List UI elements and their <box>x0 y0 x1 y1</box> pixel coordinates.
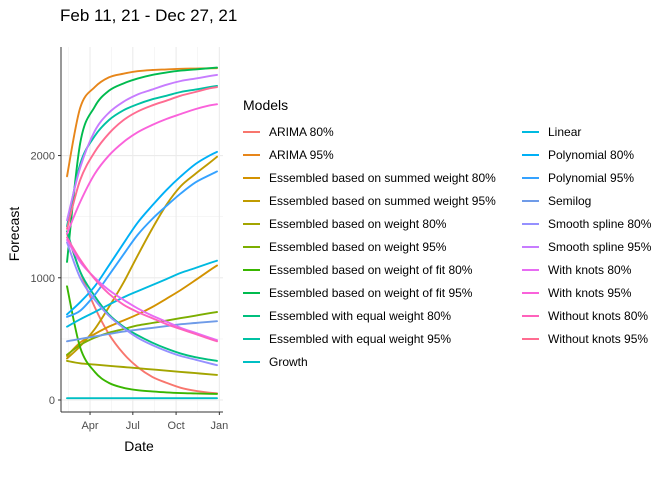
x-tick-label: Oct <box>168 420 185 432</box>
chart-title: Feb 11, 21 - Dec 27, 21 <box>60 6 238 25</box>
legend-swatch <box>243 292 260 294</box>
legend-item: Essembled based on weight 80% <box>243 213 446 235</box>
legend-swatch <box>522 154 539 156</box>
x-tick-label: Jan <box>210 420 228 432</box>
legend-label: Essembled based on summed weight 95% <box>269 194 496 208</box>
legend-swatch <box>243 200 260 202</box>
legend-label: Essembled based on weight 80% <box>269 217 447 231</box>
legend-label: Essembled based on weight of fit 80% <box>269 263 473 277</box>
legend-item: Polynomial 95% <box>522 167 634 189</box>
legend-item: Essembled based on weight of fit 80% <box>243 259 472 281</box>
legend-swatch <box>243 269 260 271</box>
series-line-semilog <box>66 320 218 343</box>
legend-title: Models <box>243 97 289 113</box>
legend-label: Smooth spline 95% <box>548 240 652 254</box>
legend-item: Essembled with equal weight 80% <box>243 305 451 327</box>
series-line-essembled-based-on-weight-80 <box>66 359 218 376</box>
legend-item: Smooth spline 95% <box>522 236 651 258</box>
legend-label: Smooth spline 80% <box>548 217 652 231</box>
series-line-essembled-based-on-summed-weight-95 <box>66 155 218 360</box>
legend-swatch <box>243 361 260 363</box>
legend-label: ARIMA 80% <box>269 125 334 139</box>
legend-item: Essembled with equal weight 95% <box>243 328 451 350</box>
legend-item: Polynomial 80% <box>522 144 634 166</box>
legend-item: ARIMA 80% <box>243 121 334 143</box>
legend-swatch <box>522 292 539 294</box>
series-line-essembled-with-equal-weight-80 <box>66 230 218 362</box>
series-line-essembled-based-on-summed-weight-80 <box>66 264 218 357</box>
series-line-smooth-spline-95 <box>66 73 218 222</box>
legend-item: Essembled based on weight of fit 95% <box>243 282 472 304</box>
legend-item: Growth <box>243 351 308 373</box>
legend-label: Polynomial 95% <box>548 171 635 185</box>
y-tick-label: 1000 <box>31 273 55 285</box>
series-line-linear <box>66 259 218 328</box>
legend-item: Essembled based on summed weight 80% <box>243 167 496 189</box>
series-line-polynomial-95 <box>66 170 218 318</box>
series-line-with-knots-95 <box>66 103 218 235</box>
legend-swatch <box>522 315 539 317</box>
legend-swatch <box>522 200 539 202</box>
series-line-polynomial-80 <box>66 150 218 316</box>
series-line-smooth-spline-80 <box>66 241 218 367</box>
legend-label: Essembled with equal weight 95% <box>269 332 452 346</box>
legend-label: ARIMA 95% <box>269 148 334 162</box>
series-lines <box>66 66 218 400</box>
series-line-essembled-based-on-weight-of-fit-80 <box>66 285 218 395</box>
y-tick-label: 0 <box>49 395 55 407</box>
legend-item: With knots 80% <box>522 259 631 281</box>
axes: 0 1000 2000 Apr Jul Oct Jan <box>31 47 228 432</box>
legend-swatch <box>243 246 260 248</box>
legend-swatch <box>243 177 260 179</box>
series-line-arima-80 <box>66 232 218 395</box>
legend-swatch <box>522 223 539 225</box>
legend-item: Essembled based on weight 95% <box>243 236 446 258</box>
series-line-essembled-based-on-weight-of-fit-95 <box>66 66 218 263</box>
legend-item: Linear <box>522 121 581 143</box>
legend-label: Essembled based on weight 95% <box>269 240 447 254</box>
legend-label: Linear <box>548 125 582 139</box>
legend-swatch <box>243 223 260 225</box>
legend-item: Without knots 80% <box>522 305 648 327</box>
legend-label: Without knots 80% <box>548 309 649 323</box>
legend-swatch <box>522 131 539 133</box>
legend-item: Semilog <box>522 190 591 212</box>
x-axis-label: Date <box>124 438 154 454</box>
legend-item: ARIMA 95% <box>243 144 334 166</box>
series-line-without-knots-95 <box>66 86 218 230</box>
legend-label: With knots 80% <box>548 263 632 277</box>
legend-label: Essembled based on weight of fit 95% <box>269 286 473 300</box>
y-axis-label: Forecast <box>6 207 22 262</box>
legend-label: Essembled with equal weight 80% <box>269 309 452 323</box>
y-tick-label: 2000 <box>31 151 55 163</box>
legend-label: Essembled based on summed weight 80% <box>269 171 496 185</box>
series-line-without-knots-80 <box>66 236 218 343</box>
legend-swatch <box>243 154 260 156</box>
legend-swatch <box>522 269 539 271</box>
legend-swatch <box>522 177 539 179</box>
legend-swatch <box>522 338 539 340</box>
legend-item: Without knots 95% <box>522 328 648 350</box>
legend-label: With knots 95% <box>548 286 632 300</box>
series-line-essembled-based-on-weight-95 <box>66 311 218 356</box>
series-line-essembled-with-equal-weight-95 <box>66 84 218 228</box>
legend-swatch <box>243 338 260 340</box>
legend-label: Without knots 95% <box>548 332 649 346</box>
legend-label: Semilog <box>548 194 592 208</box>
x-tick-label: Apr <box>81 420 98 432</box>
legend-item: Essembled based on summed weight 95% <box>243 190 496 212</box>
x-tick-label: Jul <box>126 420 140 432</box>
legend: Models ARIMA 80% ARIMA 95% Essembled based… <box>243 97 663 369</box>
legend-item: With knots 95% <box>522 282 631 304</box>
legend-swatch <box>243 315 260 317</box>
legend-swatch <box>522 246 539 248</box>
legend-swatch <box>243 131 260 133</box>
legend-item: Smooth spline 80% <box>522 213 651 235</box>
legend-label: Growth <box>269 355 308 369</box>
legend-label: Polynomial 80% <box>548 148 635 162</box>
